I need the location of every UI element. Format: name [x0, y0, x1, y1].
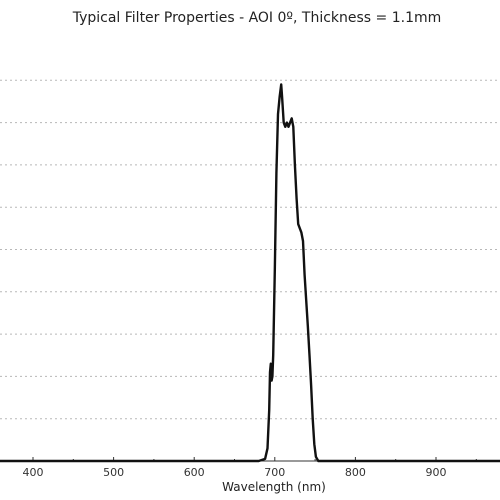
x-axis-label: Wavelength (nm) — [222, 480, 326, 494]
x-tick-label-500: 500 — [103, 466, 124, 479]
x-tick-label-900: 900 — [426, 466, 447, 479]
chart-title: Typical Filter Properties - AOI 0º, Thic… — [72, 10, 442, 26]
transmission-curve-0 — [0, 83, 500, 463]
x-tick-label-800: 800 — [345, 466, 366, 479]
series-layer — [0, 83, 500, 463]
grid-layer — [0, 79, 500, 420]
x-tick-label-600: 600 — [184, 466, 205, 479]
x-tick-label-700: 700 — [264, 466, 285, 479]
x-tick-label-400: 400 — [23, 466, 44, 479]
